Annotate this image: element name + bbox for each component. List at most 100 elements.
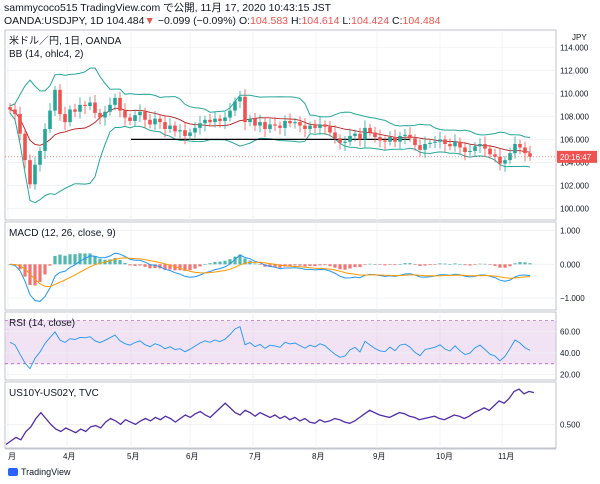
macd-histogram-bar xyxy=(373,264,377,265)
price-y-tick-label: 108.000 xyxy=(560,112,589,121)
candle-body xyxy=(273,124,277,126)
candle-body xyxy=(503,160,507,164)
candle-body xyxy=(313,125,317,128)
macd-histogram-bar xyxy=(478,263,482,265)
macd-histogram-bar xyxy=(258,264,262,265)
candle-body xyxy=(23,133,27,161)
footer: TradingView xyxy=(8,467,71,477)
macd-histogram-bar xyxy=(108,259,112,265)
candle-body xyxy=(138,111,142,116)
x-tick-label: 月 xyxy=(8,452,16,461)
macd-y-tick-label: 1.000 xyxy=(560,226,581,235)
macd-histogram-bar xyxy=(173,264,177,271)
macd-histogram-bar xyxy=(313,264,317,267)
candle-body xyxy=(43,129,47,151)
candle-body xyxy=(168,125,172,130)
macd-histogram-bar xyxy=(368,263,372,265)
macd-histogram-bar xyxy=(468,264,472,266)
candle-body xyxy=(248,118,252,123)
candle-body xyxy=(398,135,402,142)
candle-body xyxy=(463,147,467,153)
candle-body xyxy=(213,118,217,123)
candle-body xyxy=(473,146,477,151)
macd-y-tick-label: 0.000 xyxy=(560,260,581,269)
macd-histogram-bar xyxy=(423,264,427,266)
macd-histogram-bar xyxy=(213,261,217,265)
candle-body xyxy=(143,111,147,120)
candle-body xyxy=(453,141,457,147)
candle-body xyxy=(103,111,107,118)
rsi-y-tick-label: 60.00 xyxy=(560,327,581,336)
candle-body xyxy=(378,137,382,141)
macd-line xyxy=(9,252,531,302)
candle-body xyxy=(303,125,307,130)
candle-body xyxy=(38,150,42,165)
macd-histogram-bar xyxy=(183,264,187,271)
candle-body xyxy=(233,101,237,111)
macd-histogram-bar xyxy=(128,264,132,266)
candle-body xyxy=(498,156,502,164)
macd-histogram-bar xyxy=(338,264,342,270)
macd-histogram-bar xyxy=(488,264,492,265)
signal-line xyxy=(9,257,531,288)
macd-histogram-bar xyxy=(68,254,72,265)
candle-body xyxy=(443,139,447,144)
bb-lower-band xyxy=(9,112,531,204)
price-y-tick-label: 100.000 xyxy=(560,204,589,213)
candle-body xyxy=(428,142,432,144)
macd-histogram-bar xyxy=(323,264,327,266)
candle-body xyxy=(353,133,357,136)
macd-histogram-bar xyxy=(398,264,402,265)
macd-histogram-bar xyxy=(518,262,522,265)
candle-body xyxy=(298,122,302,126)
macd-histogram-bar xyxy=(163,264,167,270)
macd-histogram-bar xyxy=(498,264,502,268)
macd-histogram-bar xyxy=(153,264,157,269)
macd-histogram-bar xyxy=(78,253,82,265)
candle-body xyxy=(373,132,377,138)
candle-body xyxy=(263,122,267,130)
macd-histogram-bar xyxy=(233,256,237,265)
bb-upper-band xyxy=(9,67,531,138)
publish-line: sammycoco515 TradingView.com で公開, 11月 17… xyxy=(4,2,332,14)
yield-spread-line xyxy=(5,388,535,446)
macd-histogram-bar xyxy=(348,264,352,269)
candle-body xyxy=(283,120,287,128)
close-value: 104.484 xyxy=(402,15,441,27)
x-tick-label: 11月 xyxy=(498,452,514,461)
candle-body xyxy=(383,140,387,142)
macd-histogram-bar xyxy=(63,255,67,265)
candle-body xyxy=(388,137,392,142)
macd-histogram-bar xyxy=(18,264,22,270)
macd-histogram-bar xyxy=(288,264,292,267)
macd-histogram-bar xyxy=(393,264,397,266)
candle-body xyxy=(518,144,522,148)
macd-histogram-bar xyxy=(363,264,367,265)
candle-body xyxy=(368,127,372,133)
candle-body xyxy=(78,104,82,112)
down-arrow-icon: ▼ xyxy=(144,15,155,27)
candle-body xyxy=(258,122,262,126)
candle-body xyxy=(188,132,192,136)
price-tag-label: 20:16:47 xyxy=(560,153,592,162)
rsi-indicator-label: RSI (14, close) xyxy=(9,318,75,329)
candle-body xyxy=(333,132,337,139)
macd-histogram-bar xyxy=(203,264,207,265)
x-tick-label: 8月 xyxy=(312,452,324,461)
macd-histogram-bar xyxy=(88,253,92,265)
macd-histogram-bar xyxy=(463,264,467,266)
macd-histogram-bar xyxy=(58,254,62,265)
macd-histogram-bar xyxy=(343,264,347,270)
macd-histogram-bar xyxy=(303,264,307,267)
x-tick-label: 10月 xyxy=(436,452,453,461)
macd-histogram-bar xyxy=(238,254,242,265)
candle-body xyxy=(483,144,487,149)
x-tick-label: 4月 xyxy=(63,452,75,461)
candle-body xyxy=(238,96,242,102)
macd-histogram-bar xyxy=(453,263,457,265)
macd-histogram-bar xyxy=(503,264,507,268)
chart-header: sammycoco515 TradingView.com で公開, 11月 17… xyxy=(4,2,596,28)
price-y-tick-label: 102.000 xyxy=(560,181,589,190)
macd-indicator-label: MACD (12, 26, close, 9) xyxy=(9,228,116,239)
